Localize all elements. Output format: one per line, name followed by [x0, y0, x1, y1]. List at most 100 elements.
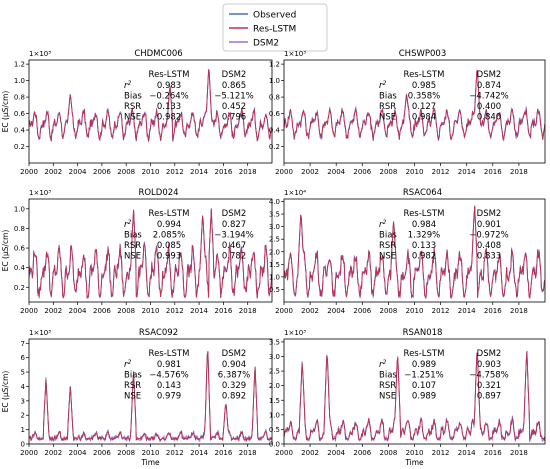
stats-header-model2: DSM2 [222, 209, 247, 219]
stats-label-nse: NSE [124, 392, 141, 402]
x-tick-label-0: 2000 [20, 449, 38, 457]
panel-0: 2000 2002 2004 2006 2008 2010 2012 2014 2016 2018… [1, 49, 273, 176]
stats-r2-dsm2: 0.827 [222, 220, 246, 230]
stats-label-rsr: RSR [124, 381, 141, 391]
series-group [29, 350, 272, 443]
y-tick-label-4: 2.0 [269, 382, 280, 390]
stats-bias-dsm2: 6.387% [218, 371, 250, 381]
stats-nse-dsm2: 0.782 [222, 252, 246, 262]
series-res-lstm [284, 351, 545, 442]
stats-rsr-dsm2: 0.452 [222, 102, 246, 112]
stats-rsr-res-lstm: 0.133 [412, 241, 436, 251]
stats-nse-res-lstm: 0.982 [157, 113, 181, 123]
panel-4: 2000 2002 2004 2006 2008 2010 2012 2014 2016 2018… [1, 328, 273, 467]
x-tick-label-3: 2006 [353, 449, 371, 457]
stats-header-model2: DSM2 [477, 349, 502, 359]
x-tick-label-5: 2010 [142, 307, 160, 315]
x-tick-label-9: 2018 [510, 449, 528, 457]
x-tick-label-2: 2004 [69, 307, 87, 315]
stats-label-r2: r2 [379, 359, 387, 371]
legend: Observed Res-LSTM DSM2 [222, 3, 328, 52]
x-tick-label-0: 2000 [20, 168, 38, 176]
stats-rsr-res-lstm: 0.107 [412, 381, 436, 391]
x-tick-label-6: 2012 [432, 449, 450, 457]
y-tick-label-0: 0.5 [269, 286, 280, 294]
axis-multiplier: 1×10³ [284, 329, 306, 337]
stats-label-rsr: RSR [379, 241, 396, 251]
stats-rsr-dsm2: 0.321 [477, 381, 501, 391]
x-tick-label-7: 2014 [458, 449, 476, 457]
stats-label-nse: NSE [124, 252, 141, 262]
y-tick-label-4: 1.0 [14, 77, 25, 85]
stats-rsr-dsm2: 0.400 [477, 102, 501, 112]
series-res-lstm [29, 69, 272, 142]
x-tick-label-0: 2000 [275, 449, 293, 457]
stats-label-bias: Bias [124, 92, 142, 102]
x-tick-label-3: 2006 [353, 168, 371, 176]
stats-label-rsr: RSR [124, 102, 141, 112]
x-tick-label-1: 2002 [44, 168, 62, 176]
stats-label-bias: Bias [124, 371, 142, 381]
series-res-lstm [284, 205, 545, 300]
stats-label-r2: r2 [124, 219, 132, 231]
stats-nse-res-lstm: 0.979 [157, 392, 181, 402]
x-tick-label-8: 2016 [484, 307, 502, 315]
stats-rsr-dsm2: 0.467 [222, 241, 246, 251]
panel-title: RSAC064 [403, 188, 442, 198]
y-tick-label-5: 2.5 [269, 368, 280, 376]
y-tick-label-4: 1.0 [269, 77, 280, 85]
stats-header-model2: DSM2 [477, 70, 502, 80]
series-res-lstm [29, 350, 272, 442]
x-tick-label-0: 2000 [275, 168, 293, 176]
stats-label-r2: r2 [124, 359, 132, 371]
stats-bias-dsm2: −5.121% [214, 92, 254, 102]
x-tick-label-2: 2004 [327, 307, 345, 315]
x-tick-label-7: 2014 [190, 168, 208, 176]
stats-rsr-dsm2: 0.408 [477, 241, 501, 251]
y-axis-label: EC (µS/cm) [1, 230, 10, 272]
x-tick-label-7: 2014 [190, 449, 208, 457]
x-tick-label-8: 2016 [214, 168, 232, 176]
series-res-lstm [29, 209, 272, 299]
y-tick-label-5: 5 [21, 369, 25, 377]
stats-bias-res-lstm: 2.085% [153, 231, 185, 241]
x-tick-label-7: 2014 [190, 307, 208, 315]
x-tick-label-2: 2004 [327, 449, 345, 457]
stats-label-rsr: RSR [379, 381, 396, 391]
stats-r2-res-lstm: 0.994 [157, 220, 181, 230]
stats-bias-res-lstm: 1.329% [408, 231, 440, 241]
x-tick-label-5: 2010 [142, 449, 160, 457]
x-tick-label-9: 2018 [239, 307, 257, 315]
y-tick-label-7: 7 [21, 340, 25, 348]
stats-bias-dsm2: −4.742% [469, 92, 509, 102]
panel-title: RSAC092 [139, 328, 178, 338]
x-tick-label-8: 2016 [484, 168, 502, 176]
y-tick-label-6: 3.0 [269, 353, 280, 361]
y-tick-label-0: 0.2 [14, 143, 25, 151]
stats-header-model1: Res-LSTM [149, 209, 190, 219]
stats-bias-dsm2: −0.972% [469, 231, 509, 241]
stats-nse-dsm2: 0.833 [477, 252, 501, 262]
x-tick-label-1: 2002 [44, 449, 62, 457]
y-tick-label-6: 3.5 [269, 211, 280, 219]
panel-1: 2000 2002 2004 2006 2008 2010 2012 2014 2016 2018… [269, 49, 546, 176]
y-tick-label-4: 1.0 [14, 205, 25, 213]
y-tick-label-3: 2.0 [269, 248, 280, 256]
stats-label-r2: r2 [379, 80, 387, 92]
x-axis-label: Time [404, 458, 424, 467]
x-tick-label-6: 2012 [166, 307, 184, 315]
stats-bias-dsm2: −3.194% [214, 231, 254, 241]
stats-rsr-res-lstm: 0.127 [412, 102, 436, 112]
axis-multiplier: 1×10⁴ [284, 189, 306, 197]
stats-table: Res-LSTM DSM2 r2 0.983 0.865 Bias −0.264% −5.12… [124, 70, 254, 123]
x-tick-label-2: 2004 [327, 168, 345, 176]
x-tick-label-4: 2008 [379, 449, 397, 457]
x-tick-label-5: 2010 [406, 168, 424, 176]
y-tick-label-0: 0.2 [14, 284, 25, 292]
stats-r2-res-lstm: 0.981 [157, 360, 181, 370]
x-tick-label-8: 2016 [214, 307, 232, 315]
stats-label-rsr: RSR [124, 241, 141, 251]
stats-rsr-dsm2: 0.329 [222, 381, 246, 391]
stats-header-model1: Res-LSTM [404, 70, 445, 80]
series-group [29, 69, 272, 143]
